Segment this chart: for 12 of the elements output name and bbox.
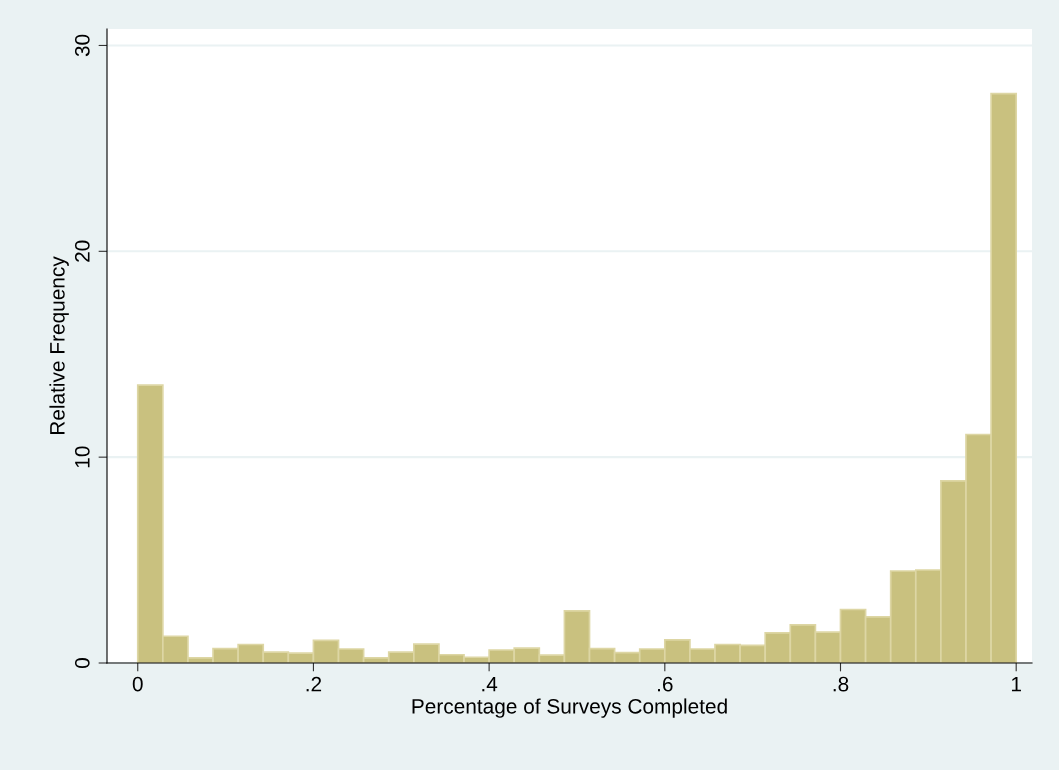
x-axis-title: Percentage of Surveys Completed <box>412 698 727 718</box>
y-axis-title: Relative Frequency <box>49 256 69 435</box>
y-tick-label: 30 <box>74 34 90 57</box>
x-tick-label: .8 <box>833 676 849 692</box>
x-tick-label: 1 <box>1011 676 1021 692</box>
x-tick-label: .2 <box>306 676 322 692</box>
y-tick-label: 0 <box>74 658 90 668</box>
x-tick-label: 0 <box>132 676 143 692</box>
y-tick-label: 20 <box>74 240 90 262</box>
x-tick-label: .4 <box>482 676 498 692</box>
x-tick-label: .6 <box>658 676 673 692</box>
y-tick-label: 10 <box>74 446 90 468</box>
